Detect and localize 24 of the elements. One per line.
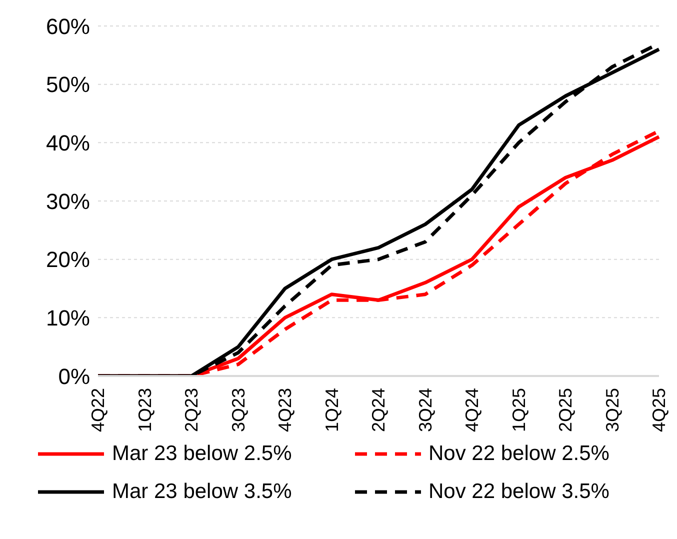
y-tick-label: 60% [46,14,90,39]
x-tick-label: 3Q25 [602,388,622,432]
y-tick-label: 20% [46,247,90,272]
y-tick-label: 30% [46,188,90,214]
legend-label: Mar 23 below 3.5% [112,480,292,504]
x-tick-label: 2Q24 [368,388,388,432]
x-tick-label: 3Q24 [415,388,436,432]
y-tick-label: 50% [46,72,90,98]
y-tick-label: 0% [58,364,90,389]
x-tick-label: 1Q25 [508,388,529,432]
y-tick-label: 40% [46,130,90,156]
legend-label: Nov 22 below 2.5% [428,442,610,466]
legend-label: Mar 23 below 2.5% [112,442,292,466]
x-tick-label: 2Q23 [182,388,202,432]
x-tick-label: 1Q24 [322,388,342,432]
x-tick-label: 2Q25 [556,388,576,432]
x-tick-label: 4Q23 [275,388,295,432]
legend-label: Nov 22 below 3.5% [428,480,610,504]
x-tick-label: 3Q23 [228,388,248,432]
x-tick-label: 4Q25 [649,388,669,432]
y-tick-label: 10% [46,305,90,330]
x-tick-label: 4Q22 [88,388,108,432]
x-tick-label: 4Q24 [462,388,482,432]
x-tick-label: 1Q23 [134,388,155,432]
